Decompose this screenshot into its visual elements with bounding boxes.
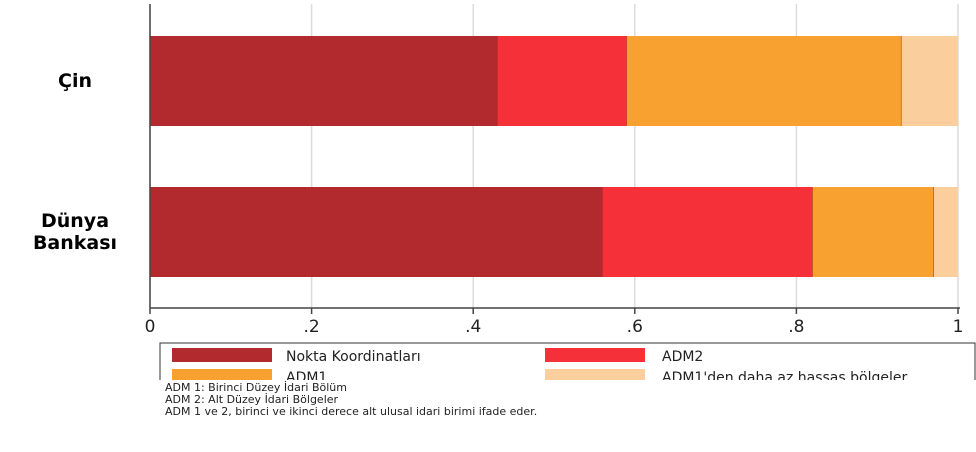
bar-1-series-2	[812, 187, 934, 277]
legend-swatch-0	[172, 348, 272, 362]
legend: Nokta Koordinatları ADM2 ADM1 ADM1'den daha…	[159, 342, 976, 380]
legend-swatch-2	[172, 369, 272, 380]
stacked-bar-chart: Çin Dünya Bankası 0 .2 .4 .6 .8 1 Nokta Koordin…	[33, 4, 976, 380]
bars	[150, 36, 958, 277]
tick-labels: 0 .2 .4 .6 .8 1	[145, 317, 964, 337]
legend-label-3: ADM1'den daha az hassas bölgeler	[662, 370, 907, 380]
footnote-adm2: ADM 2: Alt Düzey İdari Bölgeler	[165, 393, 339, 406]
category-label-0: Çin	[58, 70, 92, 92]
bar-1-series-0	[150, 187, 603, 277]
footnote-adm-explanation: ADM 1 ve 2, birinci ve ikinci derece alt…	[165, 405, 538, 418]
category-labels: Çin Dünya Bankası	[33, 70, 117, 254]
bar-0-series-1	[497, 36, 627, 126]
bar-0-series-3	[901, 36, 958, 126]
x-tick-label-0: 0	[145, 317, 156, 337]
legend-label-0: Nokta Koordinatları	[286, 349, 421, 365]
axes	[149, 4, 960, 314]
x-tick-label-5: 1	[953, 317, 964, 337]
x-tick-label-2: .4	[465, 317, 481, 337]
x-tick-label-3: .6	[627, 317, 643, 337]
category-label-1: Dünya Bankası	[33, 210, 117, 254]
footnote-adm1: ADM 1: Birinci Düzey İdari Bölüm	[165, 381, 347, 394]
bar-0-series-2	[626, 36, 902, 126]
legend-swatch-1	[545, 348, 645, 362]
bar-0-series-0	[150, 36, 498, 126]
x-tick-label-4: .8	[788, 317, 804, 337]
x-tick-label-1: .2	[303, 317, 319, 337]
legend-label-1: ADM2	[662, 349, 703, 365]
footnotes: ADM 1: Birinci Düzey İdari Bölüm ADM 2: …	[165, 382, 537, 418]
legend-swatch-3	[545, 369, 645, 380]
bar-1-series-1	[602, 187, 813, 277]
legend-label-2: ADM1	[286, 370, 327, 380]
bar-1-series-3	[933, 187, 958, 277]
